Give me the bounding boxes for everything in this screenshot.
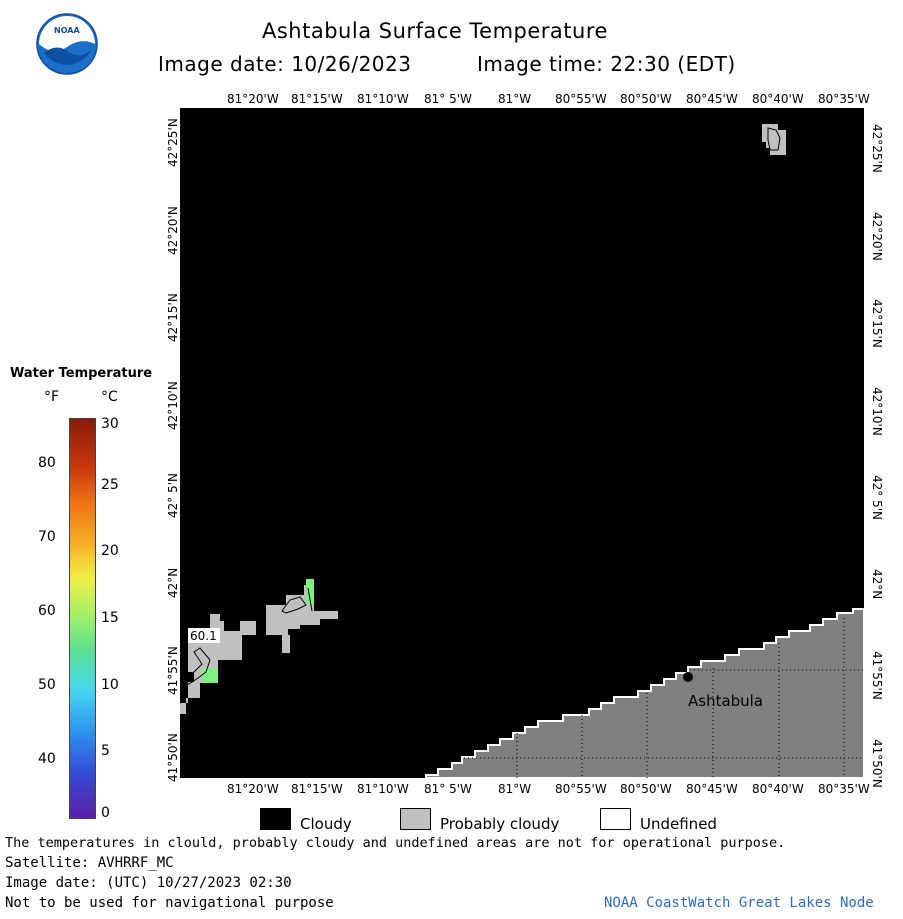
c-tick: 0	[101, 805, 110, 821]
legend-probably-cloudy-swatch	[400, 808, 431, 830]
noaa-logo-text: NOAA	[54, 26, 80, 35]
lon-tick: 80°55'W	[555, 782, 607, 796]
lon-tick: 80°35'W	[818, 782, 870, 796]
lon-tick: 80°40'W	[752, 92, 804, 106]
map-frame[interactable]: 60.1 Ashtabula	[179, 108, 865, 779]
lon-tick: 81°15'W	[291, 92, 343, 106]
lon-tick: 80°55'W	[555, 92, 607, 106]
lat-tick: 41°55'N	[166, 646, 180, 695]
lon-tick: 81°10'W	[357, 782, 409, 796]
c-tick: 20	[101, 543, 119, 559]
lon-tick: 81° 5'W	[424, 92, 472, 106]
ashtabula-marker	[683, 672, 693, 682]
image-time: Image time: 22:30 (EDT)	[477, 52, 736, 76]
legend-undefined-label: Undefined	[640, 815, 717, 833]
lat-tick: 42°N	[870, 569, 884, 600]
temp-label: 60.1	[190, 629, 217, 643]
noaa-logo: NOAA	[36, 13, 98, 75]
map-canvas: 60.1 Ashtabula	[179, 108, 865, 779]
legend-cloudy-swatch	[260, 808, 291, 830]
f-tick: 60	[38, 603, 56, 619]
c-tick: 10	[101, 677, 119, 693]
footer-utc-date: Image date: (UTC) 10/27/2023 02:30	[5, 875, 292, 891]
lon-tick: 80°40'W	[752, 782, 804, 796]
lat-tick: 42°10'N	[870, 387, 884, 436]
contour-lines	[179, 127, 781, 699]
footer-satellite: Satellite: AVHRRF_MC	[5, 855, 174, 871]
lon-tick: 81°15'W	[291, 782, 343, 796]
lon-tick: 80°50'W	[620, 92, 672, 106]
lat-tick: 41°55'N	[870, 651, 884, 700]
temp-label-box	[188, 628, 220, 643]
page-title: Ashtabula Surface Temperature	[262, 19, 608, 43]
f-tick: 70	[38, 529, 56, 545]
legend-probably-cloudy-label: Probably cloudy	[440, 815, 560, 833]
colorbar-unit-f: °F	[44, 389, 60, 405]
lat-tick: 42°25'N	[870, 124, 884, 173]
city-label: Ashtabula	[688, 692, 763, 710]
legend-undefined-swatch	[600, 808, 631, 830]
lat-tick: 41°50'N	[166, 733, 180, 782]
f-tick: 50	[38, 677, 56, 693]
legend-cloudy-label: Cloudy	[300, 815, 352, 833]
lat-tick: 42°15'N	[166, 293, 180, 342]
colorbar-title: Water Temperature	[10, 366, 153, 381]
lat-tick: 42°20'N	[166, 206, 180, 255]
lon-tick: 80°45'W	[686, 92, 738, 106]
lat-tick: 42° 5'N	[166, 473, 180, 518]
lat-tick: 41°50'N	[870, 739, 884, 788]
lat-tick: 42°15'N	[870, 299, 884, 348]
lat-tick: 42°20'N	[870, 212, 884, 261]
lon-tick: 81°20'W	[227, 782, 279, 796]
image-date: Image date: 10/26/2023	[158, 52, 412, 76]
lon-tick: 80°45'W	[686, 782, 738, 796]
lon-tick: 80°50'W	[620, 782, 672, 796]
f-tick: 40	[38, 751, 56, 767]
lat-tick: 42°10'N	[166, 381, 180, 430]
lon-tick: 80°35'W	[818, 92, 870, 106]
c-tick: 30	[101, 416, 119, 432]
lon-tick: 81°W	[498, 92, 532, 106]
footer-nav-note: Not to be used for navigational purpose	[5, 895, 334, 911]
c-tick: 25	[101, 477, 119, 493]
colorbar-unit-c: °C	[101, 389, 118, 405]
lat-tick: 42°N	[166, 567, 180, 598]
footer-credit[interactable]: NOAA CoastWatch Great Lakes Node	[604, 895, 874, 911]
lat-tick: 42°25'N	[166, 118, 180, 167]
lon-tick: 81°W	[498, 782, 532, 796]
lon-tick: 81°10'W	[357, 92, 409, 106]
c-tick: 15	[101, 610, 119, 626]
graticule	[440, 618, 864, 778]
lon-tick: 81°20'W	[227, 92, 279, 106]
colorbar	[69, 418, 96, 819]
lon-tick: 81° 5'W	[424, 782, 472, 796]
footer-note: The temperatures in clould, probably clo…	[5, 835, 786, 851]
c-tick: 5	[101, 743, 110, 759]
f-tick: 80	[38, 455, 56, 471]
lat-tick: 42° 5'N	[870, 475, 884, 520]
land-area	[425, 608, 865, 779]
